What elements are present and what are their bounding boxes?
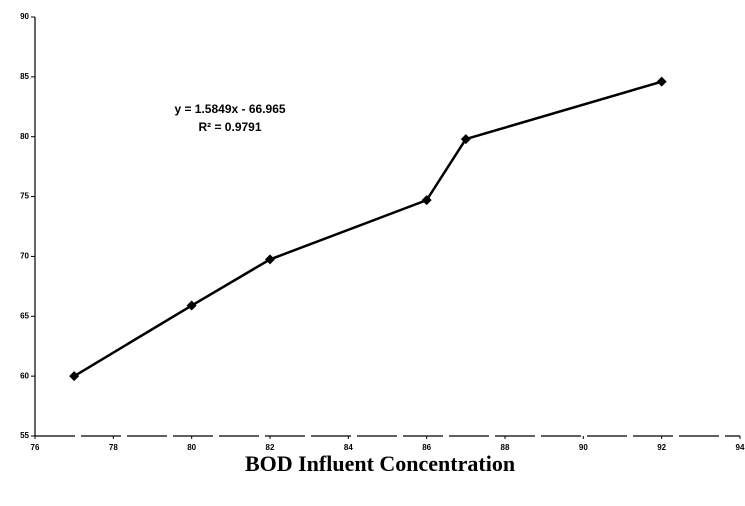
- x-tick-label: 82: [266, 443, 275, 452]
- marker: [265, 254, 275, 265]
- marker: [69, 371, 80, 382]
- y-tick-label: 80: [20, 132, 29, 141]
- marker: [421, 195, 432, 206]
- y-tick-label: 85: [20, 72, 29, 81]
- y-tick-label: 60: [20, 371, 29, 380]
- x-tick-label: 76: [31, 443, 40, 452]
- marker: [460, 134, 471, 145]
- x-tick-label: 86: [422, 443, 431, 452]
- x-tick-label: 78: [109, 443, 118, 452]
- y-tick-label: 65: [20, 311, 29, 320]
- marker: [656, 76, 667, 87]
- y-tick-label: 55: [20, 431, 29, 440]
- marker: [186, 300, 197, 311]
- x-tick-label: 84: [344, 443, 353, 452]
- equation: y = 1.5849x - 66.965: [174, 102, 285, 116]
- line: [73, 80, 663, 378]
- y-tick-label: 75: [20, 192, 29, 201]
- x-axis-title: BOD Influent Concentration: [245, 451, 515, 476]
- x-tick-label: 92: [657, 443, 666, 452]
- y-tick-label: 70: [20, 252, 29, 261]
- x-tick-label: 80: [187, 443, 196, 452]
- x-tick-label: 90: [579, 443, 588, 452]
- x-tick-label: 94: [736, 443, 745, 452]
- x-tick-label: 88: [501, 443, 510, 452]
- y-tick-label: 90: [20, 12, 29, 21]
- r-squared: R² = 0.9791: [198, 120, 261, 134]
